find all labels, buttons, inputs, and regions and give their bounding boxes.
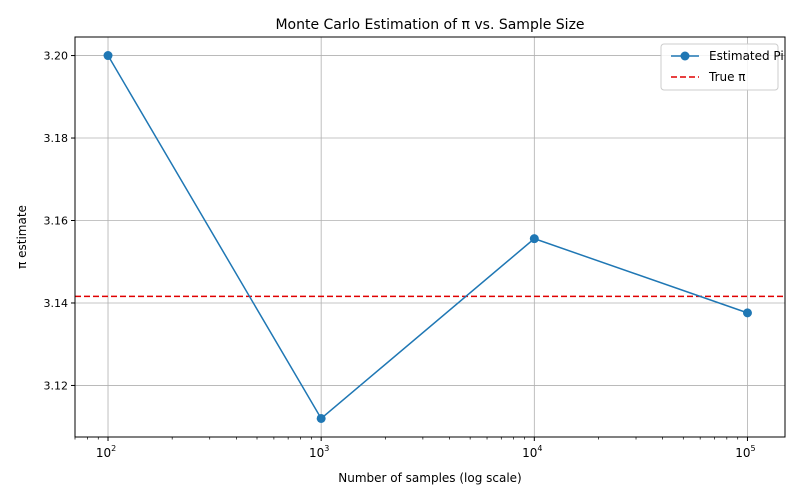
x-axis-label: Number of samples (log scale) xyxy=(338,471,522,485)
legend-label-estimated-pi: Estimated Pi xyxy=(709,49,784,63)
plot-frame xyxy=(74,36,786,438)
data-point xyxy=(529,234,539,244)
y-axis-ticks: 3.12 3.14 3.16 3.18 3.20 xyxy=(44,50,75,392)
x-tick-label: 102 xyxy=(96,444,116,460)
legend-label-true-pi: True π xyxy=(708,70,746,84)
y-tick-label: 3.12 xyxy=(44,379,69,392)
series xyxy=(103,51,752,423)
chart-title: Monte Carlo Estimation of π vs. Sample S… xyxy=(275,17,584,33)
y-tick-label: 3.20 xyxy=(44,50,69,63)
y-tick-label: 3.14 xyxy=(44,297,69,310)
series-line-estimated-pi xyxy=(107,55,748,420)
data-point xyxy=(316,413,326,423)
data-point xyxy=(103,51,113,61)
x-axis-ticks: 102 103 104 105 xyxy=(74,437,756,460)
x-tick-label: 105 xyxy=(735,444,755,460)
y-tick-label: 3.16 xyxy=(44,215,69,228)
x-tick-label: 103 xyxy=(309,444,329,460)
x-tick-label: 104 xyxy=(522,444,542,460)
legend-marker-estimated-pi xyxy=(680,51,690,61)
y-tick-label: 3.18 xyxy=(44,132,69,145)
y-axis-label: π estimate xyxy=(15,205,29,269)
grid xyxy=(75,37,785,437)
legend: Estimated Pi True π xyxy=(660,43,784,91)
data-point xyxy=(742,308,752,318)
